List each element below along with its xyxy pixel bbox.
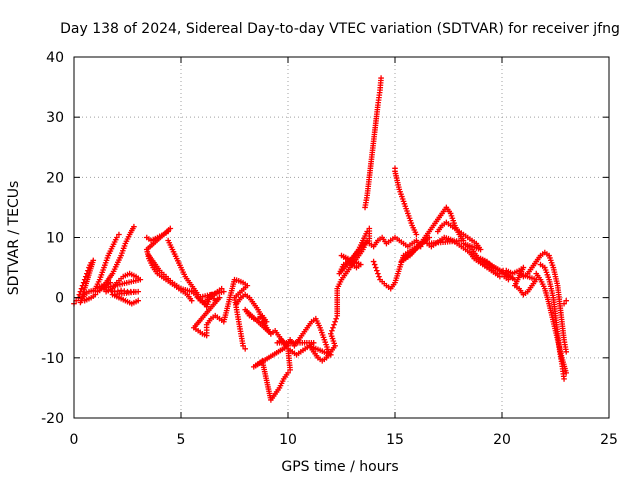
data-point [563,370,569,376]
data-point [330,324,336,331]
axes: 0 5 10 15 20 25 -20 -10 0 10 20 30 40 [41,50,618,448]
data-point [240,343,246,349]
data-point [285,370,291,376]
data-point [80,279,87,286]
data-point [242,346,248,352]
y-tick-label: 40 [46,50,64,66]
y-tick-label: -20 [41,411,64,427]
data-point [131,223,137,230]
data-point [329,327,335,334]
data-point [188,297,195,304]
data-points [71,75,569,403]
data-point [371,261,378,268]
data-point [92,291,99,298]
y-tick-label: 30 [46,110,64,126]
y-tick-label: 10 [46,231,64,247]
x-tick-label: 10 [279,432,297,448]
data-point [78,285,85,292]
data-point [116,231,122,238]
chart-title: Day 138 of 2024, Sidereal Day-to-day VTE… [60,21,620,37]
x-tick-label: 20 [493,432,511,448]
y-tick-label: 20 [46,170,64,186]
data-point [331,321,337,328]
x-tick-label: 0 [70,432,79,448]
data-point [333,315,339,322]
y-tick-label: 0 [55,291,64,307]
data-point [378,75,384,81]
x-tick-label: 15 [386,432,404,448]
y-tick-label: -10 [41,351,64,367]
data-point [375,270,381,277]
data-point [135,297,141,304]
data-point [114,234,120,241]
x-axis-label: GPS time / hours [281,459,398,475]
data-point [561,376,567,382]
data-point [376,273,382,280]
data-point [563,297,569,304]
data-point [563,349,569,355]
data-point [370,258,377,265]
data-point [561,300,567,307]
data-point [328,330,334,337]
grid [74,57,609,418]
y-axis-label: SDTVAR / TECUs [6,181,22,296]
data-point [332,318,338,325]
x-tick-label: 5 [177,432,186,448]
data-point [374,267,380,274]
data-point [413,231,420,238]
data-point [372,264,379,271]
x-tick-label: 25 [600,432,618,448]
